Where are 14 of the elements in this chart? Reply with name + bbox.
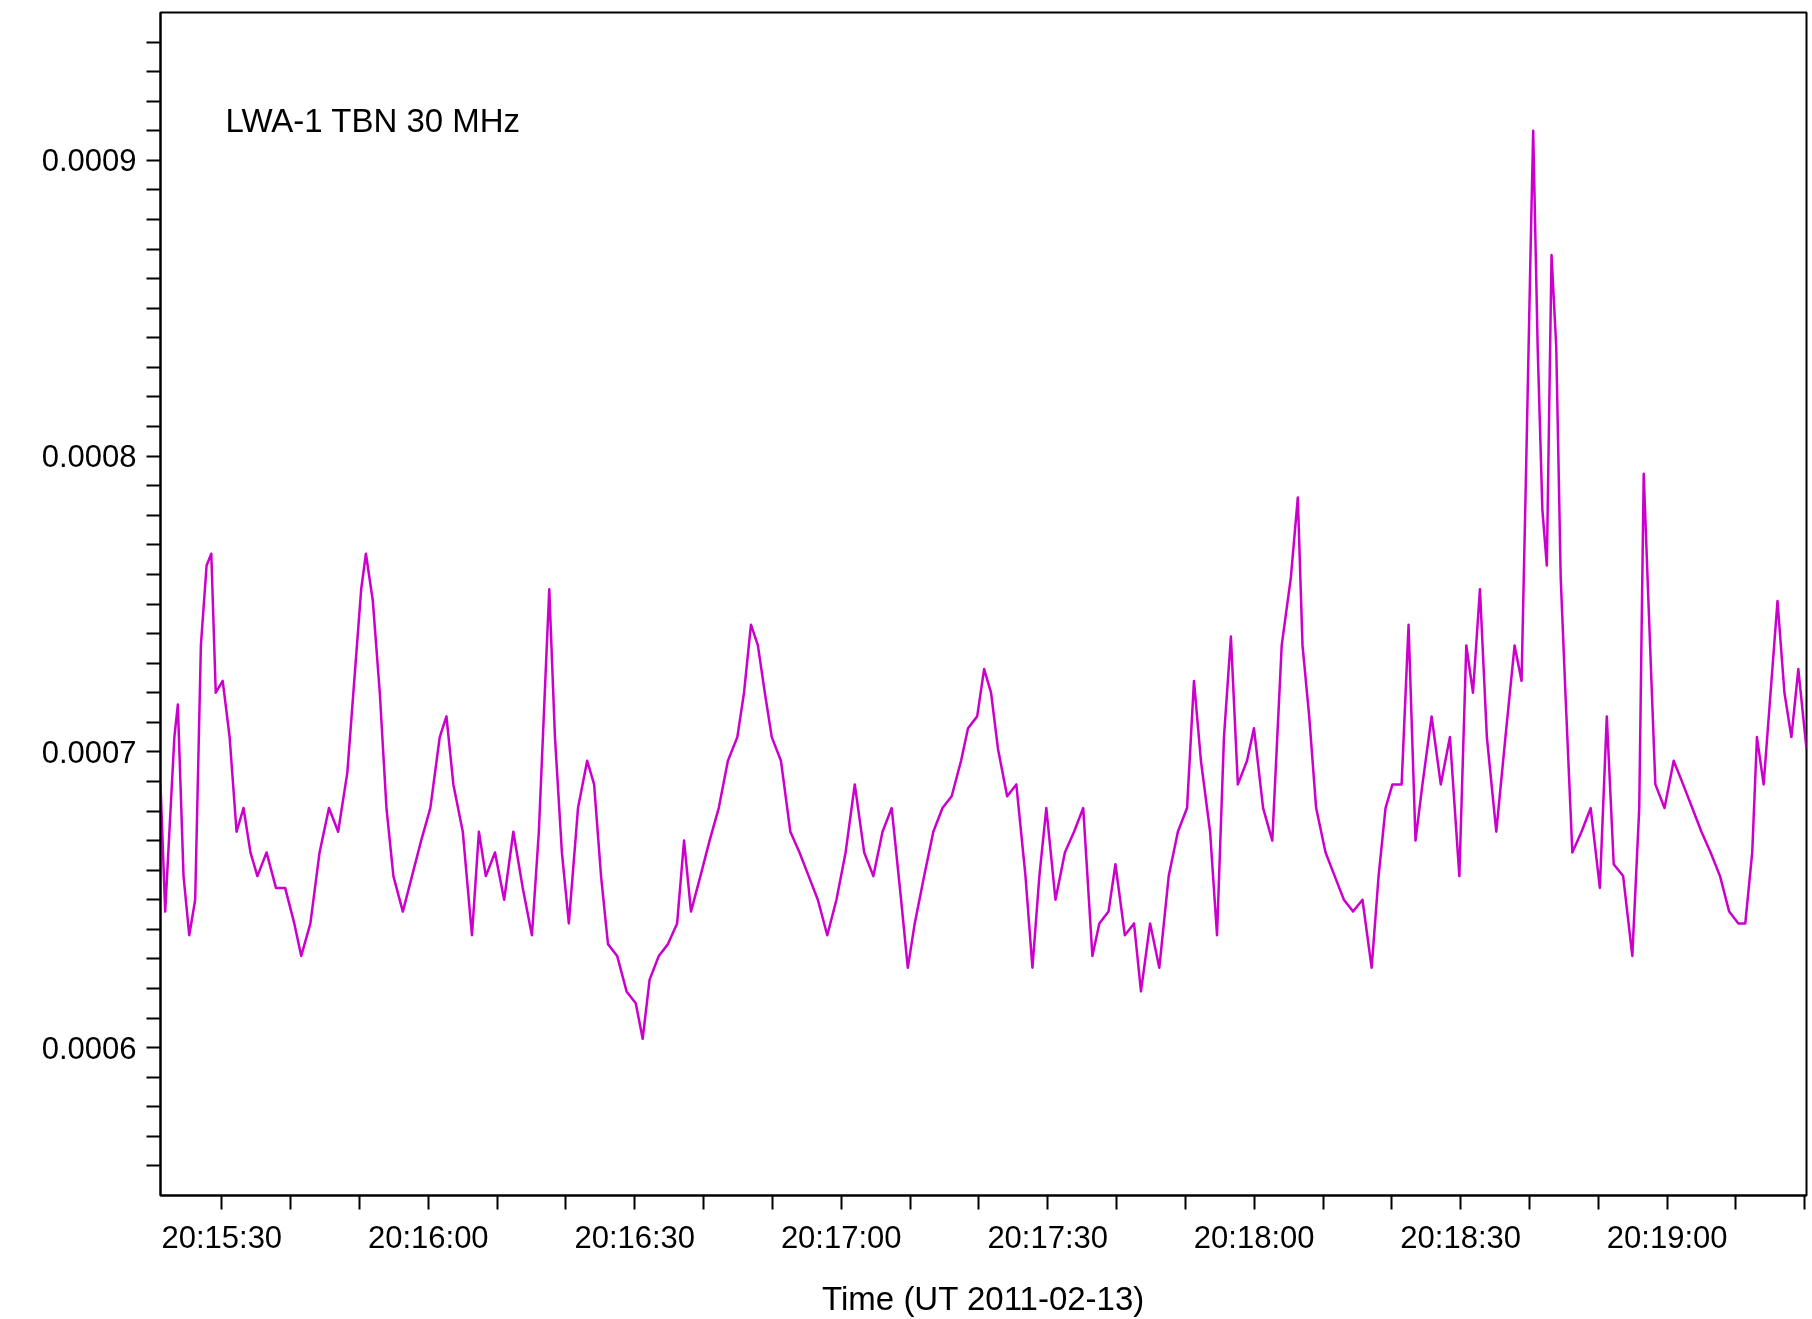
x-tick-label: 20:16:30 [574,1219,696,1255]
x-tick-label: 20:18:30 [1400,1219,1522,1255]
x-tick-label: 20:18:00 [1193,1219,1315,1255]
y-tick-label: 0.0009 [41,143,137,179]
x-tick-label: 20:15:30 [161,1219,283,1255]
x-tick-label: 20:19:00 [1606,1219,1728,1255]
x-axis-title: Time (UT 2011-02-13) [822,1279,1145,1317]
y-tick-label: 0.0007 [41,734,137,770]
annotation: LWA-1 TBN 30 MHz [225,102,521,139]
x-tick-label: 20:17:00 [780,1219,902,1255]
y-tick-label: 0.0006 [41,1030,137,1066]
y-tick-label: 0.0008 [41,439,137,475]
x-tick-label: 20:17:30 [987,1219,1109,1255]
x-tick-label: 20:16:00 [367,1219,489,1255]
